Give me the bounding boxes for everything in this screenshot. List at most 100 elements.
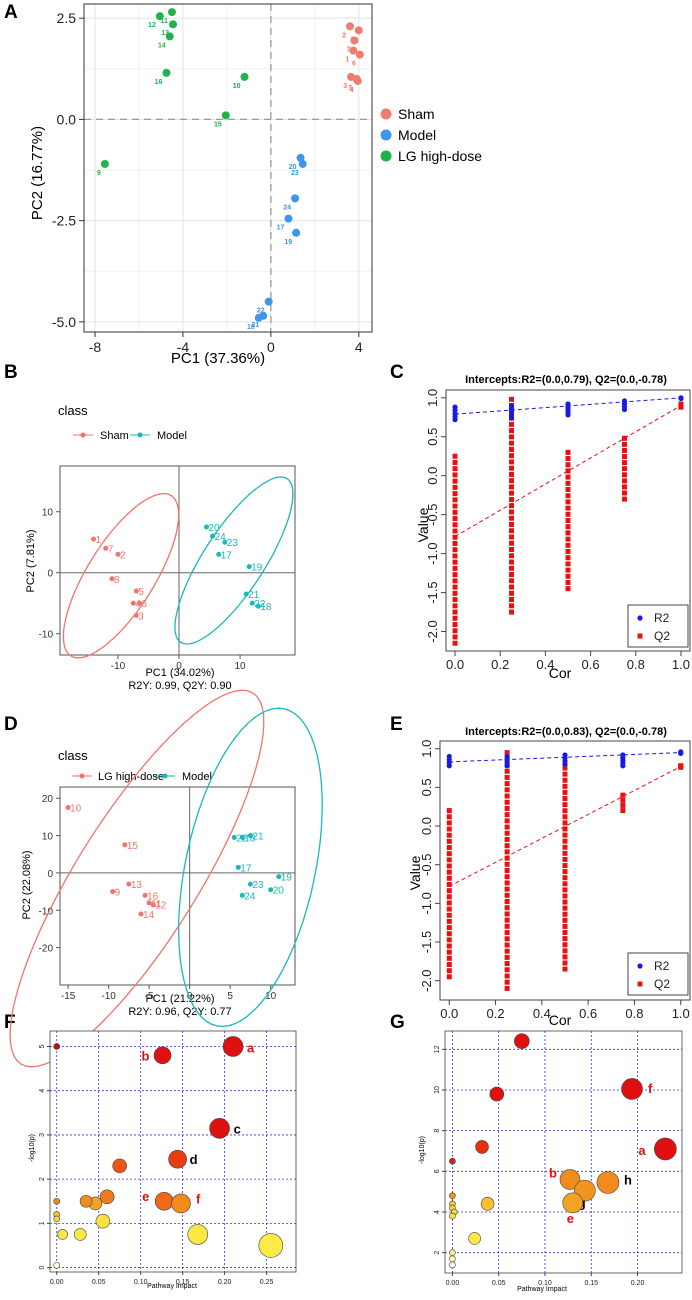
r2-regression-line [455, 397, 681, 415]
x-tick-label: 0.8 [625, 1006, 643, 1021]
x-tick-label: 4 [355, 339, 363, 355]
pathway-bubble [73, 1228, 87, 1241]
plot-frame [59, 786, 296, 986]
pathway-bubble [53, 1262, 61, 1269]
point-model [239, 892, 245, 898]
q2-point [452, 453, 458, 459]
point-label-lg-high-dose: 15 [214, 121, 222, 128]
q2-point [565, 586, 571, 592]
q2-point [562, 789, 568, 795]
q2-point [562, 960, 568, 966]
q2-point [446, 869, 452, 875]
x-tick-label: -10 [111, 661, 126, 672]
y-tick-label: -2.5 [52, 213, 76, 229]
r2-point [452, 404, 458, 410]
q2-point [504, 979, 510, 985]
q2-point [509, 565, 515, 571]
q2-point [504, 923, 510, 929]
point-label-model: 20 [273, 886, 285, 897]
q2-point [446, 838, 452, 844]
q2-point [562, 917, 568, 923]
q2-point [509, 471, 515, 477]
point-label-lg-high-dose: 10 [70, 804, 82, 815]
plot-frame [445, 389, 691, 652]
pathway-bubble [209, 1117, 230, 1139]
pathway-bubble [154, 1191, 174, 1211]
q2-point [446, 894, 452, 900]
q2-point [452, 609, 458, 615]
y-tick-label: 10 [42, 832, 54, 843]
x-tick-label: 0 [187, 991, 193, 1002]
legend-swatch-q2 [637, 633, 643, 639]
q2-point [452, 634, 458, 640]
y-tick-label: 1.0 [419, 740, 434, 758]
q2-point [504, 824, 510, 830]
point-label-sham: 5 [349, 85, 353, 92]
q2-point [446, 949, 452, 955]
point-model [222, 539, 228, 545]
q2-point [562, 850, 568, 856]
y-tick-label: 0 [47, 569, 53, 580]
q2-point [509, 521, 515, 527]
panel-b-legend: Sham Model [73, 430, 187, 442]
panel-label-g: G [390, 1012, 405, 1033]
pathway-bubble [480, 1197, 495, 1211]
point-lg-high-dose [65, 805, 71, 811]
q2-point [621, 466, 627, 472]
q2-point [565, 524, 571, 530]
q2-point [504, 799, 510, 805]
q2-point [452, 553, 458, 559]
y-tick-label: 0.5 [419, 778, 434, 796]
q2-point [620, 797, 626, 803]
x-tick-label: 0.2 [487, 1006, 505, 1021]
point-model [284, 214, 293, 223]
y-tick-label: -2.0 [419, 969, 434, 991]
pathway-bubble [654, 1137, 677, 1161]
q2-point [509, 515, 515, 521]
q2-point [562, 856, 568, 862]
point-label-lg-high-dose: 14 [143, 910, 155, 921]
q2-point [509, 484, 515, 490]
q2-point [565, 456, 571, 462]
y-tick-label: 0.0 [419, 817, 434, 835]
y-tick-label: 10 [434, 1086, 441, 1094]
q2-point [452, 497, 458, 503]
panel-b-model-stats: R2Y: 0.99, Q2Y: 0.90 [128, 680, 231, 692]
panel-label-f: F [4, 1012, 16, 1033]
r2-regression-line [449, 752, 681, 763]
pathway-bubble [449, 1212, 456, 1220]
point-model [291, 194, 300, 203]
point-model [249, 600, 255, 606]
q2-point [504, 874, 510, 880]
point-sham [349, 46, 358, 55]
y-tick-label: -0.5 [419, 853, 434, 875]
q2-point [509, 553, 515, 559]
point-model [216, 551, 222, 557]
y-tick-label: 2 [434, 1251, 441, 1255]
y-tick-label: 5 [39, 1044, 46, 1048]
q2-point [565, 530, 571, 536]
legend-swatch-r2 [637, 963, 643, 969]
legend-swatch-lg-high-dose-dot [79, 773, 85, 779]
q2-point [504, 961, 510, 967]
y-tick-label: -1.5 [419, 931, 434, 953]
legend-label-sham: Sham [398, 106, 435, 122]
point-label-model: 17 [221, 550, 233, 561]
q2-point [509, 459, 515, 465]
pathway-bubble [153, 1046, 172, 1065]
q2-point [446, 931, 452, 937]
q2-point [562, 869, 568, 875]
panel-c-permutation-plot: Intercepts:R2=(0.0,0.79), Q2=(0.0,-0.78)… [415, 374, 691, 681]
q2-point [620, 802, 626, 808]
point-label-sham: 5 [138, 587, 144, 598]
q2-point [678, 763, 684, 769]
q2-point [446, 961, 452, 967]
q2-point [452, 597, 458, 603]
pathway-bubble [53, 1197, 61, 1205]
q2-point [504, 855, 510, 861]
panel-g-xlabel: Pathway Impact [517, 1286, 567, 1293]
point-sham [353, 76, 362, 85]
point-lg-high-dose [122, 842, 128, 848]
pathway-bubble [559, 1169, 581, 1190]
q2-point [452, 640, 458, 646]
